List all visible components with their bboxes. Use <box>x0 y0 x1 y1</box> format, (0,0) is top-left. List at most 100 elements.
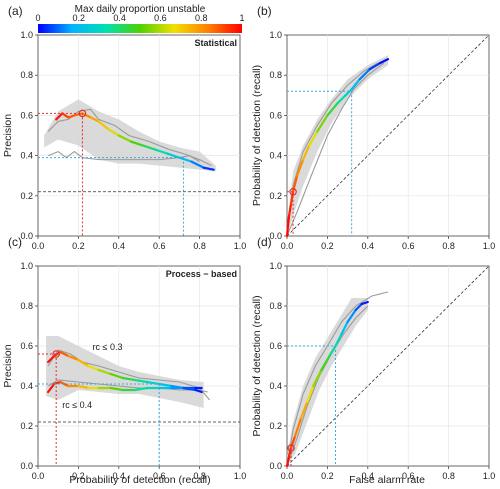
y-tick-label: 0.6 <box>20 341 33 351</box>
panel-label: (c) <box>8 235 22 249</box>
x-tick-label: 1.0 <box>234 471 247 481</box>
panel-2: 0.0 0.2 0.4 0.6 0.8 1.0 0.0 0.2 0.4 0.6 0.8 1.0 Prec… <box>2 235 246 481</box>
y-tick-label: 0.0 <box>20 461 33 471</box>
y-tick-label: 0.4 <box>269 381 282 391</box>
color-series-segment <box>285 454 291 468</box>
y-tick-label: 0.8 <box>269 301 282 311</box>
x-tick-label: 0.4 <box>362 471 375 481</box>
color-series-segment <box>154 148 169 155</box>
y-tick-label: 0.4 <box>20 151 33 161</box>
color-series-segment <box>306 384 315 404</box>
color-series-segment-2 <box>109 386 124 392</box>
no-skill-diagonal <box>286 265 490 467</box>
y-tick-label: 0.8 <box>269 70 282 80</box>
x-axis-label-left: Probability of detection (recall) <box>69 474 210 486</box>
color-series-segment-2 <box>46 382 56 394</box>
color-series-segment <box>190 160 205 169</box>
y-tick-label: 0.2 <box>269 191 282 201</box>
x-tick-label: 0.2 <box>72 471 85 481</box>
color-series-segment <box>97 120 110 131</box>
color-series-segment <box>55 112 64 121</box>
color-series-segment <box>107 128 120 137</box>
y-tick-label: 0.4 <box>269 151 282 161</box>
grey-series-line <box>286 62 385 237</box>
y-tick-label: 1.0 <box>269 261 282 271</box>
y-tick-label: 1.0 <box>20 30 33 40</box>
color-series-segment-2 <box>133 386 149 392</box>
panels: 0.0 0.2 0.4 0.6 0.8 1.0 0.0 0.2 0.4 0.6 0.8 1.0 Prec… <box>2 4 495 481</box>
color-series-segment <box>328 344 337 358</box>
uncertainty-band <box>287 55 388 236</box>
x-tick-label: 0.8 <box>442 241 455 251</box>
color-series-segment <box>202 166 215 171</box>
colorbar-ticks: 0 0.2 0.4 0.6 0.8 1 <box>35 13 244 23</box>
x-tick-label: 1.0 <box>234 241 247 251</box>
uncertainty-band <box>287 298 368 466</box>
color-series-segment <box>166 152 181 159</box>
color-series-segment <box>133 378 149 384</box>
colorbar-tick-label: 0.2 <box>73 13 86 23</box>
x-tick-label: 0.2 <box>321 471 334 481</box>
y-tick-label: 0.2 <box>20 191 33 201</box>
x-tick-label: 0.6 <box>402 241 415 251</box>
color-series-segment <box>67 354 80 362</box>
series-annotation: rc ≤ 0.4 <box>62 400 92 410</box>
x-tick-label: 1.0 <box>483 471 496 481</box>
x-tick-label: 0.8 <box>193 471 206 481</box>
colorbar <box>38 24 242 33</box>
color-series-segment <box>59 350 70 358</box>
color-series-segment <box>145 380 161 386</box>
y-tick-label: 0.4 <box>20 381 33 391</box>
color-series-segment <box>289 190 295 205</box>
x-tick-label: 1.0 <box>483 241 496 251</box>
y-tick-label: 0.2 <box>269 421 282 431</box>
color-series-segment <box>340 320 349 336</box>
color-series-segment <box>73 112 84 117</box>
colorbar-title: Max daily proportion unstable <box>75 4 206 15</box>
color-series-segment <box>293 416 303 438</box>
x-tick-label: 0.2 <box>72 241 85 251</box>
x-tick-label: 0.0 <box>281 241 294 251</box>
color-series-segment <box>109 372 124 380</box>
color-series-segment <box>378 58 390 65</box>
panel-label: (a) <box>8 4 23 18</box>
colorbar-tick-label: 0.6 <box>154 13 167 23</box>
y-tick-label: 0.6 <box>20 110 33 120</box>
color-series-segment <box>360 300 369 306</box>
color-series-segment <box>141 144 157 151</box>
color-series-segment <box>158 382 173 388</box>
color-series-segment <box>346 308 357 324</box>
color-series-segment <box>344 88 353 97</box>
color-series-segment <box>285 214 291 238</box>
panel-label: (b) <box>257 4 272 18</box>
colorbar-tick-label: 0.4 <box>113 13 126 23</box>
x-tick-label: 0.6 <box>153 471 166 481</box>
color-series-segment <box>316 114 329 133</box>
color-series-segment <box>117 134 133 143</box>
color-series-segment <box>368 62 382 71</box>
y-axis-label: Precision <box>2 114 14 157</box>
color-series-segment <box>300 400 309 420</box>
y-tick-label: 1.0 <box>269 30 282 40</box>
color-series-segment <box>81 112 92 119</box>
color-series-segment <box>77 358 90 368</box>
x-tick-label: 0.8 <box>442 471 455 481</box>
y-axis-label: Probability of detection (recall) <box>251 295 263 436</box>
grey-series-line <box>47 108 212 167</box>
threshold-marker <box>52 350 60 358</box>
color-series-segment <box>287 202 293 217</box>
color-series-segment-2 <box>77 384 90 390</box>
x-tick-label: 0.4 <box>362 241 375 251</box>
threshold-marker <box>289 187 297 196</box>
y-tick-label: 0.2 <box>20 421 33 431</box>
y-tick-label: 0.0 <box>269 231 282 241</box>
y-tick-label: 0.0 <box>20 231 33 241</box>
y-tick-label: 0.8 <box>20 70 33 80</box>
color-series-segment <box>121 376 137 382</box>
panel-title: Statistical <box>194 38 237 48</box>
color-series-segment <box>87 364 100 372</box>
color-series-segment <box>312 368 323 388</box>
colorbar-tick-label: 0 <box>35 13 40 23</box>
panel-title: Process − based <box>166 269 237 279</box>
